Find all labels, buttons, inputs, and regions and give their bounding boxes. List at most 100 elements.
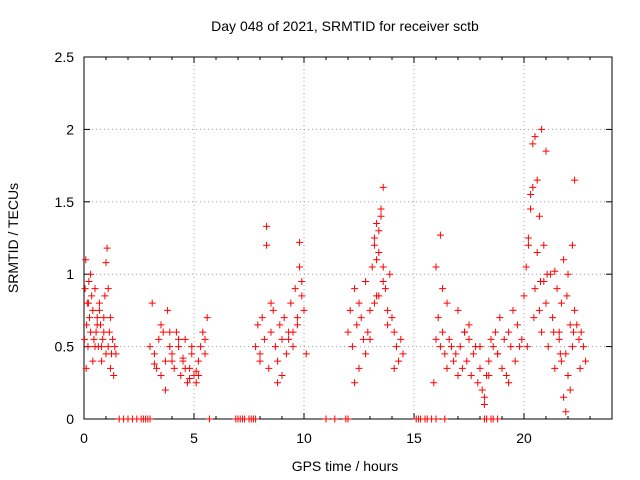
data-point	[148, 299, 156, 307]
data-point	[170, 364, 178, 372]
data-point	[513, 321, 521, 329]
data-point	[203, 314, 211, 322]
data-point	[557, 299, 565, 307]
data-point	[571, 176, 579, 184]
data-point	[150, 350, 158, 358]
data-point	[362, 277, 370, 285]
data-point	[252, 415, 260, 423]
y-tick-label: 2.5	[55, 49, 75, 65]
data-points	[80, 125, 590, 423]
data-point	[370, 299, 378, 307]
data-point	[461, 328, 469, 336]
data-point	[85, 277, 93, 285]
data-point	[529, 183, 537, 191]
data-point	[166, 343, 174, 351]
data-point	[274, 357, 282, 365]
data-point	[511, 357, 519, 365]
data-point	[357, 314, 365, 322]
data-point	[269, 306, 277, 314]
data-point	[155, 335, 163, 343]
data-point	[377, 205, 385, 213]
data-point	[538, 328, 546, 336]
data-point	[109, 335, 117, 343]
data-point	[91, 343, 99, 351]
data-point	[296, 263, 304, 271]
data-point	[538, 125, 546, 133]
data-point	[102, 350, 110, 358]
data-point	[370, 241, 378, 249]
data-point	[252, 343, 260, 351]
data-point	[445, 335, 453, 343]
data-point	[95, 306, 103, 314]
data-point	[159, 328, 167, 336]
data-point	[443, 364, 451, 372]
data-point	[205, 415, 213, 423]
data-point	[194, 357, 202, 365]
data-point	[373, 220, 381, 228]
data-point	[551, 364, 559, 372]
data-point	[199, 328, 207, 336]
data-point	[447, 343, 455, 351]
data-point	[474, 379, 482, 387]
data-point	[98, 357, 106, 365]
data-point	[579, 343, 587, 351]
data-point	[302, 350, 310, 358]
data-point	[553, 285, 561, 293]
data-point	[82, 256, 90, 264]
data-point	[463, 357, 471, 365]
data-point	[480, 401, 488, 409]
data-point	[500, 335, 508, 343]
data-point	[112, 350, 120, 358]
data-point	[577, 328, 585, 336]
data-point	[392, 343, 400, 351]
axis-ticks: 0 5 10 15 20 0 0.5 1 1.5 2 2.5	[55, 49, 612, 446]
data-point	[351, 285, 359, 293]
data-point	[452, 350, 460, 358]
data-point	[276, 321, 284, 329]
data-point	[530, 314, 538, 322]
data-point	[379, 183, 387, 191]
data-point	[344, 328, 352, 336]
data-point	[86, 314, 93, 322]
data-point	[560, 393, 568, 401]
data-point	[92, 328, 100, 336]
x-tick-label: 20	[516, 430, 532, 446]
data-point	[100, 314, 108, 322]
data-point	[564, 372, 572, 380]
data-point	[161, 357, 169, 365]
data-point	[576, 364, 584, 372]
x-axis-label: GPS time / hours	[292, 458, 399, 474]
data-point	[390, 328, 398, 336]
data-point	[543, 270, 551, 278]
data-point	[88, 292, 96, 300]
data-point	[518, 335, 526, 343]
data-point	[177, 372, 185, 380]
data-point	[81, 285, 89, 293]
data-point	[550, 328, 558, 336]
data-point	[502, 372, 510, 380]
data-point	[166, 328, 174, 336]
data-point	[164, 306, 172, 314]
data-point	[489, 343, 497, 351]
data-point	[529, 140, 537, 148]
data-point	[300, 306, 308, 314]
data-point	[379, 263, 387, 271]
data-point	[524, 234, 532, 242]
data-point	[485, 372, 493, 380]
data-point	[434, 314, 442, 322]
data-point	[293, 321, 301, 329]
data-point	[355, 299, 363, 307]
data-point	[351, 379, 359, 387]
data-point	[285, 335, 293, 343]
data-point	[432, 415, 440, 423]
data-point	[83, 321, 91, 329]
data-point	[535, 306, 543, 314]
data-point	[507, 343, 515, 351]
data-point	[450, 357, 458, 365]
data-point	[168, 350, 176, 358]
data-point	[102, 259, 110, 267]
data-point	[91, 285, 99, 293]
data-point	[254, 321, 262, 329]
data-point	[90, 335, 98, 343]
data-point	[188, 350, 196, 358]
